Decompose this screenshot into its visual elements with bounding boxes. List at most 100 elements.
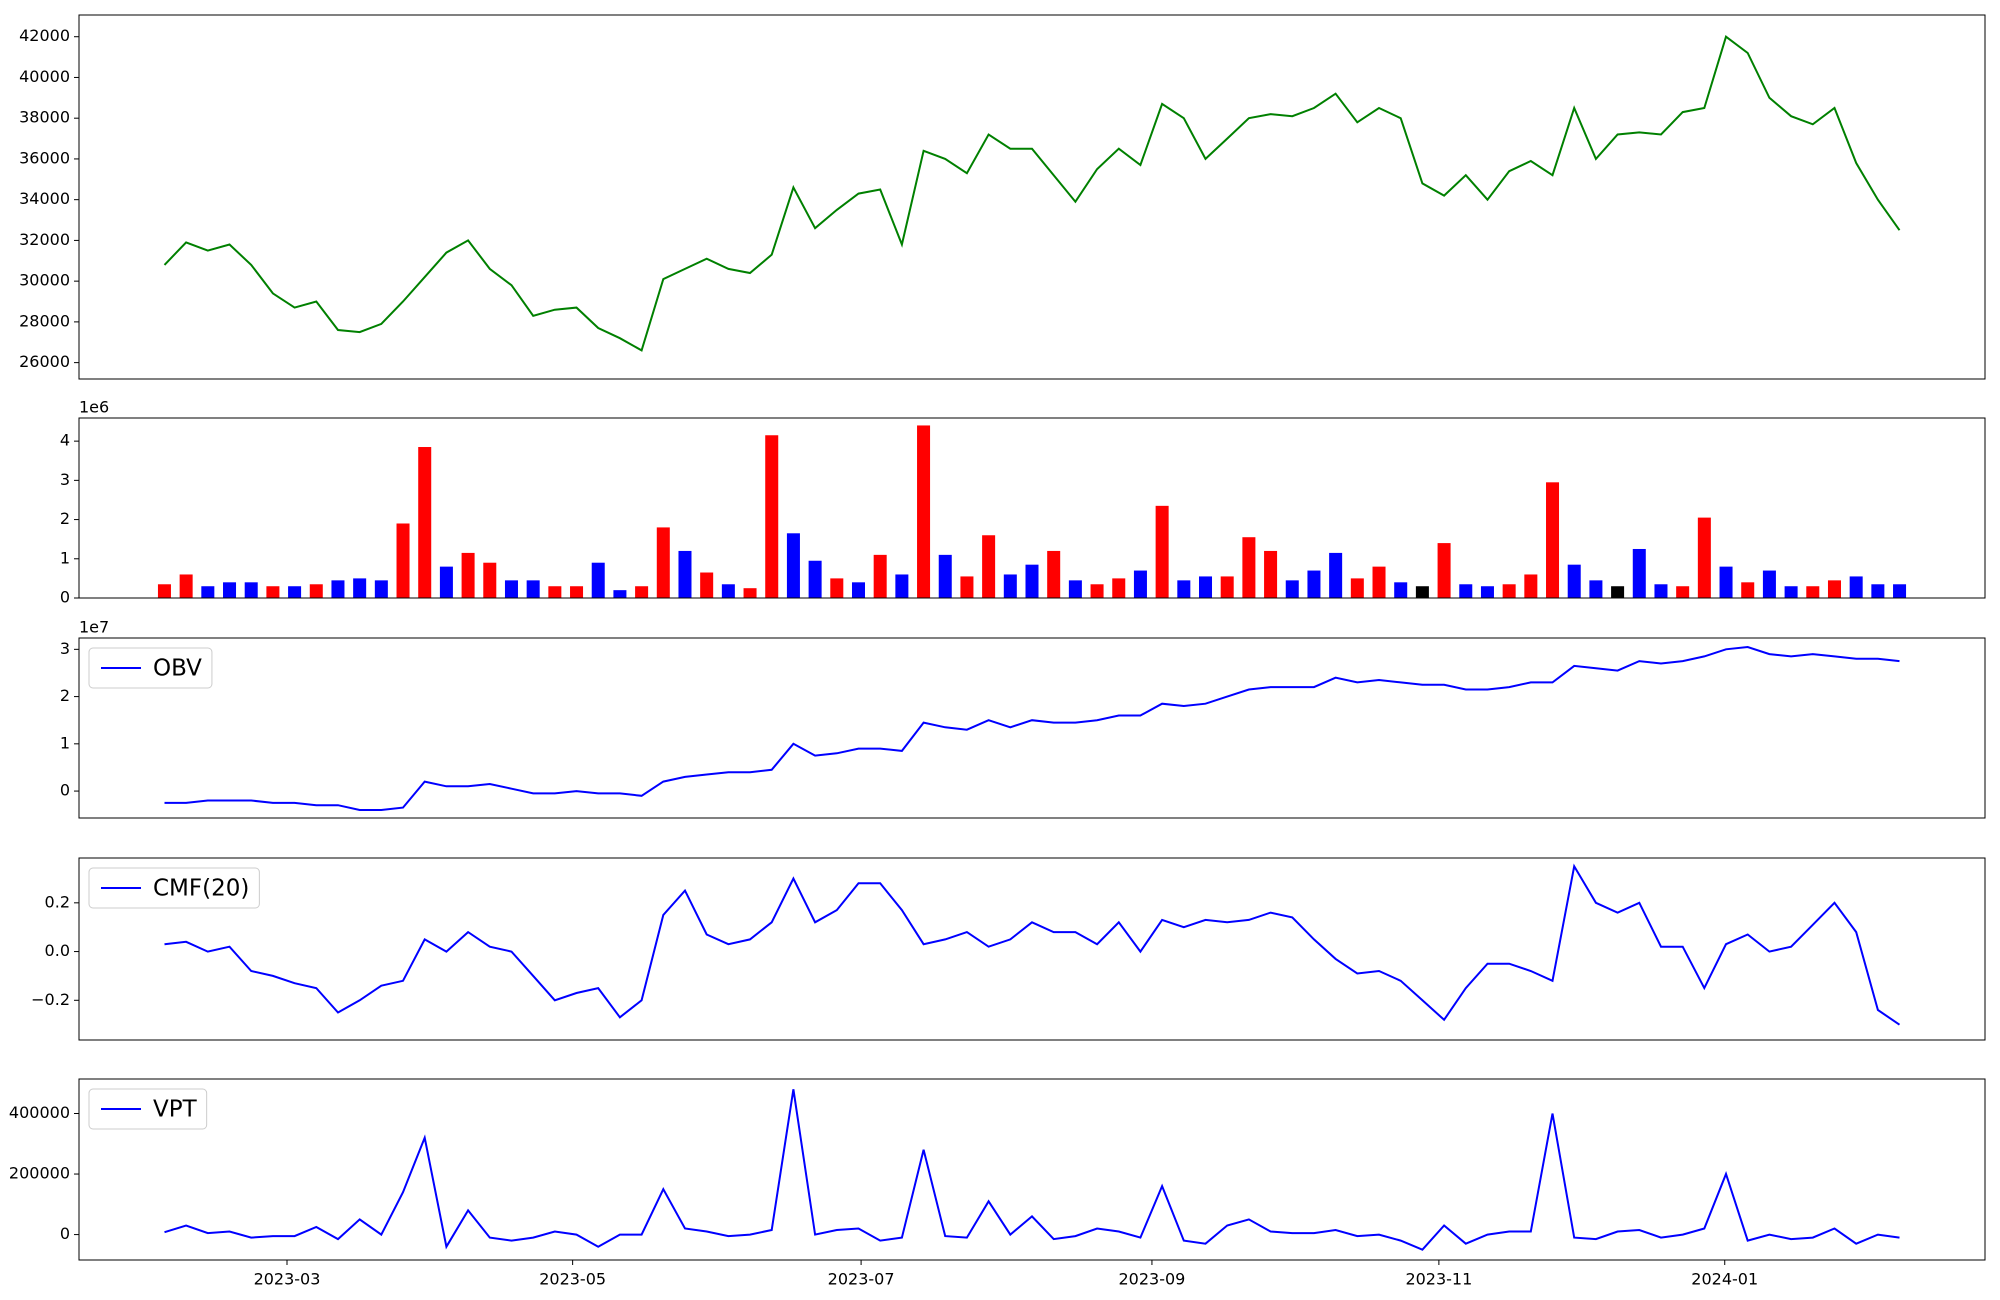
bar (1264, 550, 1278, 598)
bar (938, 554, 952, 598)
bar (1242, 537, 1256, 598)
bar (1827, 580, 1841, 598)
y-tick-label: 200000 (9, 1164, 70, 1183)
y-tick-label: 28000 (19, 311, 70, 330)
bar (1546, 482, 1560, 598)
bar (786, 533, 800, 598)
bar (1199, 576, 1213, 598)
bar (1676, 586, 1690, 598)
bar (504, 580, 518, 598)
axes-frame (78, 14, 1986, 380)
line (164, 1089, 1900, 1251)
bar (570, 586, 584, 598)
bar (721, 584, 735, 598)
bar (1372, 566, 1386, 598)
bar (1177, 580, 1191, 598)
x-tick-label: 2023-11 (1405, 1270, 1472, 1289)
bar (396, 523, 410, 598)
line (164, 863, 1901, 1026)
bar (1220, 576, 1234, 598)
bar (1784, 586, 1798, 598)
bar (1133, 570, 1147, 598)
bar (1155, 505, 1169, 598)
bar (1719, 566, 1733, 598)
legend-label: CMF(20) (153, 876, 249, 902)
axes-frame (78, 857, 1986, 1041)
bar (244, 582, 258, 598)
bar (743, 588, 757, 598)
bar (656, 527, 670, 598)
bar (851, 582, 865, 598)
x-tick-label: 2024-01 (1691, 1270, 1758, 1289)
bar (1524, 574, 1538, 598)
y-tick-label: 42000 (19, 26, 70, 45)
legend-box (88, 867, 260, 909)
bar (309, 584, 323, 598)
bar (895, 574, 909, 598)
x-tick-label: 2023-07 (828, 1270, 895, 1289)
bar (1329, 552, 1343, 598)
bar (1285, 580, 1299, 598)
bar (1567, 564, 1581, 598)
bar (1437, 543, 1451, 598)
y-tick-label: 36000 (19, 148, 70, 167)
line (163, 35, 1901, 352)
legend-label: OBV (153, 656, 202, 682)
y-tick-label: 1 (60, 548, 70, 567)
y-tick-label: 0.0 (45, 941, 70, 960)
y-tick-label: 26000 (19, 352, 70, 371)
y-tick-label: 40000 (19, 67, 70, 86)
bar (830, 578, 844, 598)
bar (917, 425, 931, 598)
y-tick-label: 0 (60, 588, 70, 607)
bar (526, 580, 540, 598)
axes-frame (78, 637, 1986, 819)
bar (808, 560, 822, 598)
bar (1350, 578, 1364, 598)
y-offset-label: 1e6 (79, 398, 109, 417)
bar (960, 576, 974, 598)
bar (1697, 517, 1711, 598)
bar (591, 562, 605, 598)
bar (613, 590, 627, 598)
bar (1415, 586, 1429, 598)
y-tick-label: 34000 (19, 189, 70, 208)
x-tick-label: 2023-03 (254, 1270, 321, 1289)
bar (179, 574, 193, 598)
bar (1654, 584, 1668, 598)
y-tick-label: 400000 (9, 1103, 70, 1122)
y-tick-label: 2 (60, 509, 70, 528)
bar (1762, 570, 1776, 598)
bar (353, 578, 367, 598)
y-tick-label: 0.2 (45, 892, 70, 911)
line (164, 645, 1900, 811)
y-tick-label: 30000 (19, 271, 70, 290)
bar (1502, 584, 1516, 598)
y-tick-label: 4 (60, 431, 70, 450)
y-tick-label: −0.2 (31, 990, 70, 1009)
bar (1871, 584, 1885, 598)
bar (1394, 582, 1408, 598)
legend-box (88, 1088, 208, 1130)
x-tick-label: 2023-09 (1119, 1270, 1186, 1289)
bar (548, 586, 562, 598)
bar (1589, 580, 1603, 598)
bar (483, 562, 497, 598)
bar (1003, 574, 1017, 598)
bar (1068, 580, 1082, 598)
axes-frame (78, 417, 1986, 599)
y-tick-label: 32000 (19, 230, 70, 249)
y-tick-label: 3 (60, 639, 70, 658)
bar (1893, 584, 1907, 598)
bar (635, 586, 649, 598)
bar (461, 552, 475, 598)
bar (765, 435, 779, 598)
bar (1025, 564, 1039, 598)
bar (288, 586, 302, 598)
y-tick-label: 0 (60, 781, 70, 800)
bar (982, 535, 996, 598)
bar (157, 584, 171, 598)
bar (374, 580, 388, 598)
bar (1459, 584, 1473, 598)
y-tick-label: 3 (60, 470, 70, 489)
